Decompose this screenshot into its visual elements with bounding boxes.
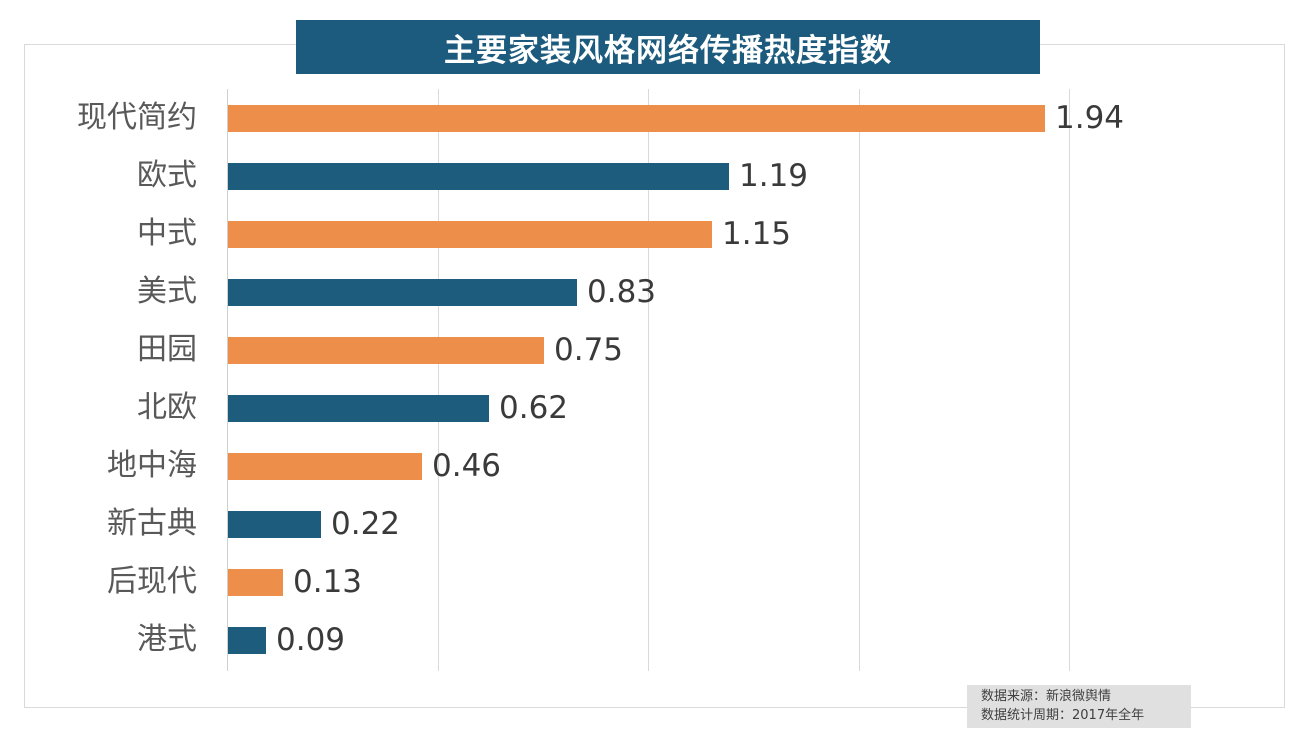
category-label: 中式 bbox=[137, 216, 197, 251]
gridline-2 bbox=[1069, 89, 1070, 671]
source-note-line-2: 数据统计周期：2017年全年 bbox=[981, 708, 1145, 723]
bar-value-label: 0.75 bbox=[554, 332, 624, 368]
gridline-1 bbox=[648, 89, 649, 671]
category-label: 港式 bbox=[137, 622, 197, 657]
source-note-line-1: 数据来源：新浪微舆情 bbox=[981, 689, 1112, 704]
bar bbox=[228, 569, 283, 596]
gridline-1.5 bbox=[859, 89, 860, 671]
gridline-0.5 bbox=[438, 89, 439, 671]
bar bbox=[228, 221, 712, 248]
bar-row: 港式 0.09 bbox=[137, 611, 1070, 669]
bar-value-label: 0.13 bbox=[293, 564, 363, 600]
bar-row: 地中海 0.46 bbox=[107, 437, 1070, 495]
category-label: 北欧 bbox=[137, 390, 197, 425]
bar bbox=[228, 163, 729, 190]
bar-row: 北欧 0.62 bbox=[137, 379, 1070, 437]
bar-value-label: 1.19 bbox=[739, 158, 809, 194]
bar bbox=[228, 627, 266, 654]
bar-value-label: 0.22 bbox=[331, 506, 401, 542]
bar-value-label: 0.46 bbox=[432, 448, 502, 484]
bar bbox=[228, 279, 577, 306]
bar bbox=[228, 453, 422, 480]
bar bbox=[228, 337, 544, 364]
value-axis-line bbox=[227, 89, 228, 671]
category-label: 美式 bbox=[137, 274, 197, 309]
bar-row: 新古典 0.22 bbox=[107, 495, 1070, 553]
category-label: 田园 bbox=[137, 332, 197, 367]
bar bbox=[228, 511, 321, 538]
chart-title: 主要家装风格网络传播热度指数 bbox=[296, 20, 1040, 74]
bar-value-label: 0.83 bbox=[587, 274, 657, 310]
category-label: 欧式 bbox=[137, 158, 197, 193]
category-label: 后现代 bbox=[107, 564, 197, 599]
bar bbox=[228, 105, 1045, 132]
category-label: 地中海 bbox=[107, 448, 197, 483]
bar-value-label: 1.94 bbox=[1055, 100, 1125, 136]
chart-frame bbox=[24, 44, 1285, 708]
bar-value-label: 1.15 bbox=[722, 216, 792, 252]
bar-row: 后现代 0.13 bbox=[107, 553, 1070, 611]
plot-area: 现代简约 1.94 欧式 1.19 中式 1.15 美式 0.83 田园 0.75 北欧 0.62 地中… bbox=[77, 89, 1124, 671]
bar-row: 欧式 1.19 bbox=[137, 147, 1070, 205]
category-label: 现代简约 bbox=[77, 100, 197, 135]
bar-row: 田园 0.75 bbox=[137, 321, 1070, 379]
bar-value-label: 0.09 bbox=[276, 622, 346, 658]
bar-row: 美式 0.83 bbox=[137, 263, 1070, 321]
bar-value-label: 0.62 bbox=[499, 390, 569, 426]
bar-row: 现代简约 1.94 bbox=[77, 89, 1124, 147]
bar bbox=[228, 395, 489, 422]
category-label: 新古典 bbox=[107, 506, 197, 541]
bar-row: 中式 1.15 bbox=[137, 205, 1070, 263]
source-note: 数据来源：新浪微舆情 数据统计周期：2017年全年 bbox=[967, 685, 1191, 728]
